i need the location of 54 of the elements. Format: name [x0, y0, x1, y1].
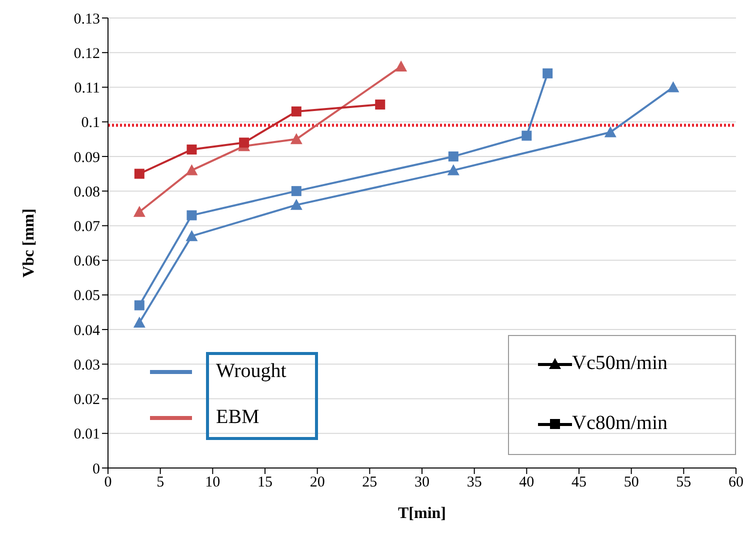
x-tick-label: 15	[258, 474, 272, 491]
point	[186, 210, 197, 220]
x-tick-label: 60	[728, 474, 744, 491]
y-tick-label: 0.13	[74, 11, 100, 28]
y-tick-label: 0.11	[74, 80, 100, 97]
annotation: Vc80m/min	[572, 412, 668, 435]
y-tick-label: 0.04	[74, 322, 100, 339]
point	[134, 168, 144, 179]
x-tick-label: 45	[572, 474, 586, 491]
y-tick-label: 0	[92, 461, 100, 478]
point	[186, 230, 198, 242]
point	[395, 60, 408, 72]
y-tick-label: 0.1	[81, 115, 100, 132]
x-tick-label: 55	[676, 474, 692, 491]
point	[375, 100, 386, 110]
annotation: EBM	[216, 406, 260, 429]
y-tick-label: 0.06	[74, 254, 100, 270]
point	[604, 126, 616, 138]
y-axis-title: Vbc [mm]	[20, 208, 38, 278]
point	[290, 133, 302, 144]
point	[134, 300, 144, 310]
annotation: Wrought	[216, 360, 286, 383]
x-tick-label: 50	[624, 474, 639, 491]
point	[186, 164, 198, 176]
y-tick-label: 0.02	[74, 392, 100, 408]
point	[133, 206, 146, 217]
x-tick-label: 0	[104, 474, 112, 491]
y-tick-label: 0.09	[74, 150, 100, 166]
x-axis-title: T[min]	[398, 505, 446, 522]
point	[448, 151, 458, 162]
y-tick-label: 0.08	[74, 184, 100, 200]
y-tick-label: 0.07	[74, 219, 100, 236]
point	[291, 106, 302, 116]
x-tick-label: 5	[156, 474, 164, 491]
x-tick-label: 35	[466, 474, 482, 491]
point	[239, 138, 250, 148]
x-tick-label: 25	[362, 474, 378, 491]
point	[522, 130, 532, 141]
point	[667, 81, 680, 92]
y-tick-label: 0.01	[74, 426, 100, 443]
y-tick-label: 0.03	[74, 357, 100, 374]
point	[447, 164, 460, 176]
point	[291, 186, 302, 196]
y-tick-label: 0.05	[74, 288, 100, 304]
point	[542, 68, 553, 78]
point	[133, 316, 146, 328]
annotation: Vc50m/min	[572, 352, 668, 375]
point	[290, 198, 302, 210]
y-tick-label: 0.12	[74, 46, 100, 62]
x-tick-label: 40	[519, 474, 534, 491]
x-tick-label: 10	[205, 474, 220, 491]
point	[186, 144, 197, 155]
x-tick-label: 30	[414, 474, 430, 491]
x-tick-label: 20	[310, 474, 325, 491]
